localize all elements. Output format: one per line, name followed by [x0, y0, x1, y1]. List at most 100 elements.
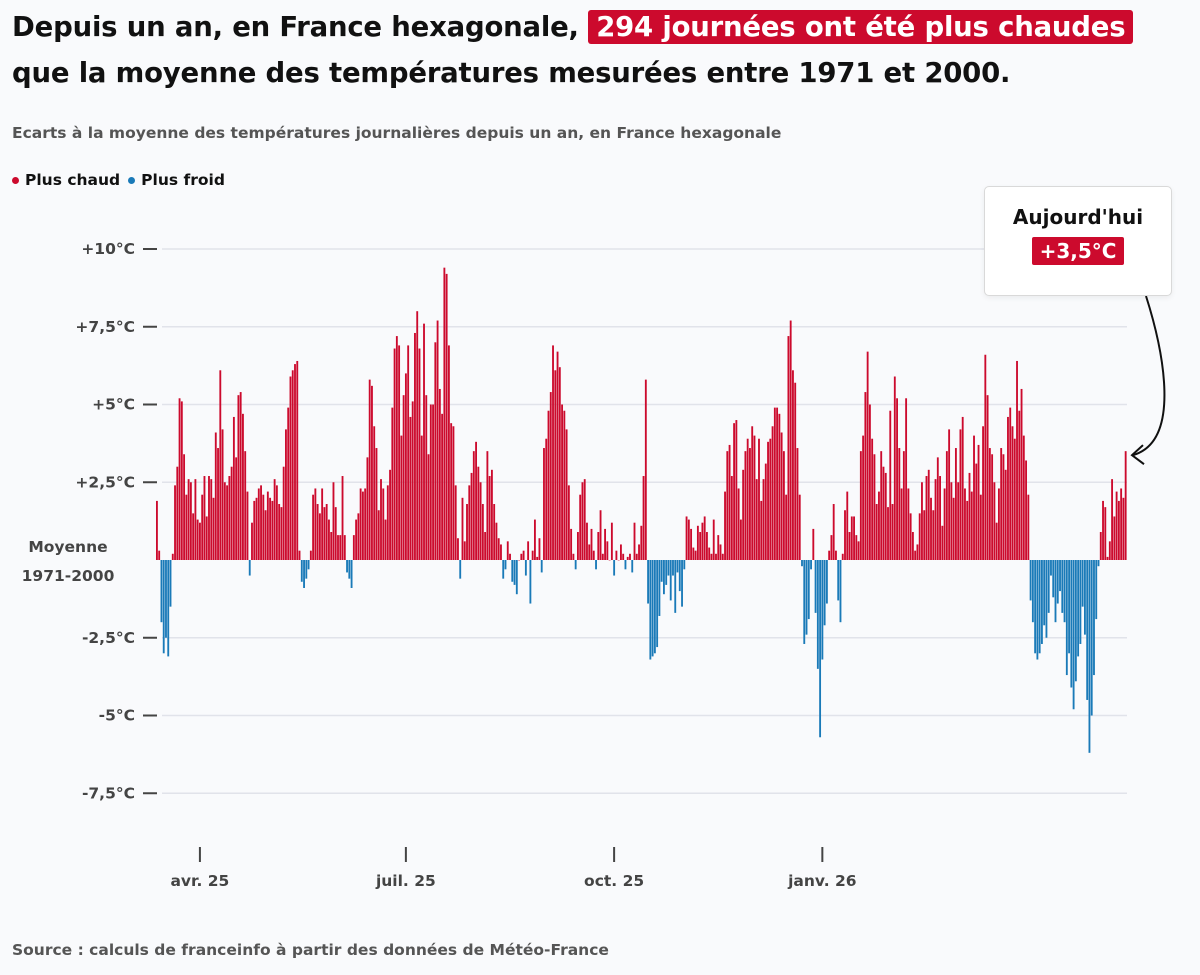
baseline-label: Moyenne [28, 538, 107, 556]
bar-warmer [1004, 469, 1007, 560]
bar-warmer [468, 485, 471, 560]
bar-warmer [701, 522, 704, 560]
bar-colder [676, 560, 679, 573]
bar-warmer [1013, 438, 1016, 560]
bar-warmer [685, 516, 688, 560]
bar-colder [669, 560, 672, 601]
bar-warmer [527, 541, 530, 560]
bar-warmer [864, 392, 867, 560]
bar-warmer [730, 476, 733, 560]
bar-warmer [183, 454, 186, 560]
bar-warmer [495, 522, 498, 560]
bar-colder [649, 560, 652, 660]
source-note: Source : calculs de franceinfo à partir … [12, 941, 609, 959]
bar-colder [305, 560, 308, 579]
legend-label-colder: Plus froid [141, 171, 225, 189]
bar-colder [624, 560, 627, 570]
bar-warmer [936, 457, 939, 560]
bar-warmer [939, 476, 941, 560]
bar-colder [1088, 560, 1091, 753]
bar-warmer [812, 528, 815, 560]
bar-warmer [357, 513, 360, 560]
bar-colder [647, 560, 650, 604]
bar-colder [1050, 560, 1052, 576]
bar-colder [1077, 560, 1080, 657]
bar-warmer [841, 553, 844, 560]
bar-warmer [868, 404, 871, 560]
legend-dot-warmer [12, 176, 19, 184]
bar-colder [1047, 560, 1050, 613]
bar-warmer [461, 497, 464, 560]
bar-warmer [957, 482, 960, 560]
bar-warmer [570, 528, 573, 560]
bar-warmer [251, 522, 253, 560]
bar-warmer [690, 528, 693, 560]
y-tick-label: -5°C [99, 707, 135, 725]
bar-warmer [941, 525, 944, 560]
bar-colder [631, 560, 634, 573]
annotation-arrow [1132, 295, 1166, 457]
bar-colder [837, 560, 840, 601]
bar-colder [350, 560, 353, 588]
bar-warmer [728, 444, 731, 560]
bar-warmer [916, 544, 919, 560]
bar-warmer [366, 457, 369, 560]
bar-warmer [721, 553, 724, 560]
bar-warmer [373, 426, 376, 560]
bar-colder [1063, 560, 1066, 623]
bar-warmer [696, 525, 699, 560]
bar-warmer [592, 550, 595, 560]
bar-warmer [391, 407, 394, 560]
bar-warmer [156, 500, 158, 560]
bar-warmer [260, 485, 262, 560]
bar-warmer [536, 556, 539, 560]
bar-warmer [934, 479, 937, 560]
bar-warmer [1020, 388, 1023, 560]
legend-label-warmer: Plus chaud [25, 171, 121, 189]
bar-warmer [579, 494, 582, 560]
bar-colder [524, 560, 527, 576]
bar-warmer [615, 550, 618, 560]
bar-warmer [352, 535, 355, 560]
bar-warmer [563, 410, 566, 560]
bar-warmer [767, 441, 769, 560]
bar-warmer [758, 438, 760, 560]
bar-warmer [744, 451, 747, 560]
bar-warmer [1016, 360, 1018, 560]
bar-warmer [604, 528, 607, 560]
bar-warmer [273, 479, 276, 560]
bar-warmer [753, 435, 756, 560]
bar-warmer [619, 544, 622, 560]
bar-warmer [506, 541, 509, 560]
bar-warmer [285, 429, 287, 560]
bar-warmer [479, 482, 482, 560]
bar-colder [1081, 560, 1084, 607]
bar-colder [1031, 560, 1034, 623]
bar-warmer [203, 476, 206, 560]
bar-warmer [755, 479, 758, 560]
bar-colder [1097, 560, 1100, 567]
bar-warmer [844, 510, 846, 560]
bar-warmer [622, 553, 625, 560]
bar-warmer [158, 550, 161, 560]
bar-warmer [192, 513, 195, 560]
bar-warmer [830, 535, 833, 560]
bar-warmer [291, 370, 294, 560]
bar-warmer [298, 550, 301, 560]
bar-warmer [875, 504, 878, 560]
bar-warmer [921, 482, 923, 560]
bar-warmer [610, 522, 613, 560]
bar-colder [678, 560, 681, 592]
bar-warmer [472, 451, 475, 560]
bar-warmer [443, 267, 446, 560]
bar-warmer [425, 395, 428, 560]
bar-warmer [271, 500, 274, 560]
bar-warmer [857, 541, 860, 560]
bar-colder [1036, 560, 1039, 660]
bar-colder [1056, 560, 1059, 604]
bar-colder [823, 560, 826, 626]
bar-warmer [952, 497, 955, 560]
bar-warmer [719, 544, 722, 560]
bar-colder [529, 560, 532, 604]
bar-warmer [239, 392, 242, 560]
